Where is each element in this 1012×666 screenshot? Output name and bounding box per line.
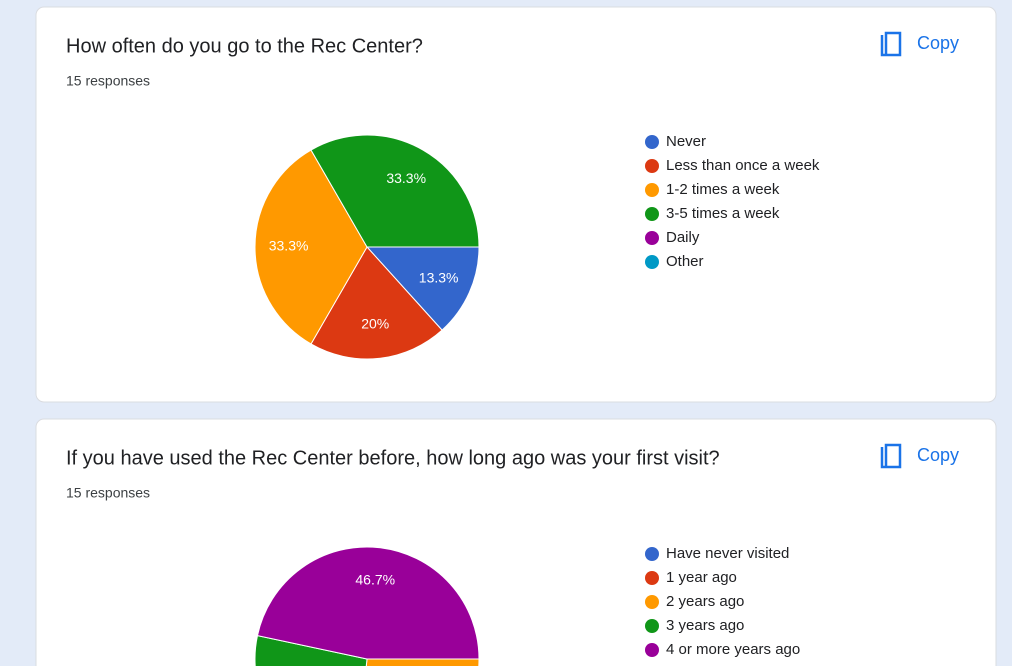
response-count: 15 responses	[66, 485, 150, 501]
legend-swatch	[645, 183, 659, 197]
pie-slice	[310, 246, 443, 360]
legend-label: 4 or more years ago	[666, 641, 800, 658]
legend-swatch	[645, 207, 659, 221]
legend-label: 1-2 times a week	[666, 181, 780, 198]
legend-swatch	[645, 619, 659, 633]
copy-icon[interactable]	[880, 443, 902, 469]
legend-swatch	[645, 135, 659, 149]
question-title: If you have used the Rec Center before, …	[66, 447, 720, 469]
legend-label: 3-5 times a week	[666, 205, 780, 222]
legend-label: Have never visited	[666, 545, 789, 562]
legend-label: Never	[666, 133, 706, 150]
slice-label: 46.7%	[355, 572, 395, 588]
legend-label: Less than once a week	[666, 157, 820, 174]
copy-button[interactable]: Copy	[917, 33, 959, 53]
legend-swatch	[645, 231, 659, 245]
question-title: How often do you go to the Rec Center?	[66, 35, 423, 57]
pie-slice	[310, 134, 480, 248]
legend-swatch	[645, 595, 659, 609]
legend-swatch	[645, 571, 659, 585]
pie-slice	[256, 546, 480, 660]
pie-slice	[365, 246, 480, 331]
slice-label: 20%	[361, 316, 389, 332]
slice-label: 13.3%	[419, 270, 459, 286]
legend-swatch	[645, 643, 659, 657]
legend-label: 2 years ago	[666, 593, 744, 610]
legend-label: 3 years ago	[666, 617, 744, 634]
response-count: 15 responses	[66, 73, 150, 89]
copy-button[interactable]: Copy	[917, 445, 959, 465]
legend-swatch	[645, 255, 659, 269]
legend-label: Daily	[666, 229, 700, 246]
pie-slice	[254, 149, 368, 345]
slice-label: 33.3%	[269, 238, 309, 254]
legend-swatch	[645, 547, 659, 561]
legend-label: 1 year ago	[666, 569, 737, 586]
pie-slice	[254, 635, 368, 666]
card	[35, 6, 997, 403]
slice-label: 33.3%	[386, 170, 426, 186]
legend-swatch	[645, 159, 659, 173]
legend-label: Other	[666, 253, 704, 270]
pie-slice	[365, 658, 480, 666]
copy-icon[interactable]	[880, 31, 902, 57]
